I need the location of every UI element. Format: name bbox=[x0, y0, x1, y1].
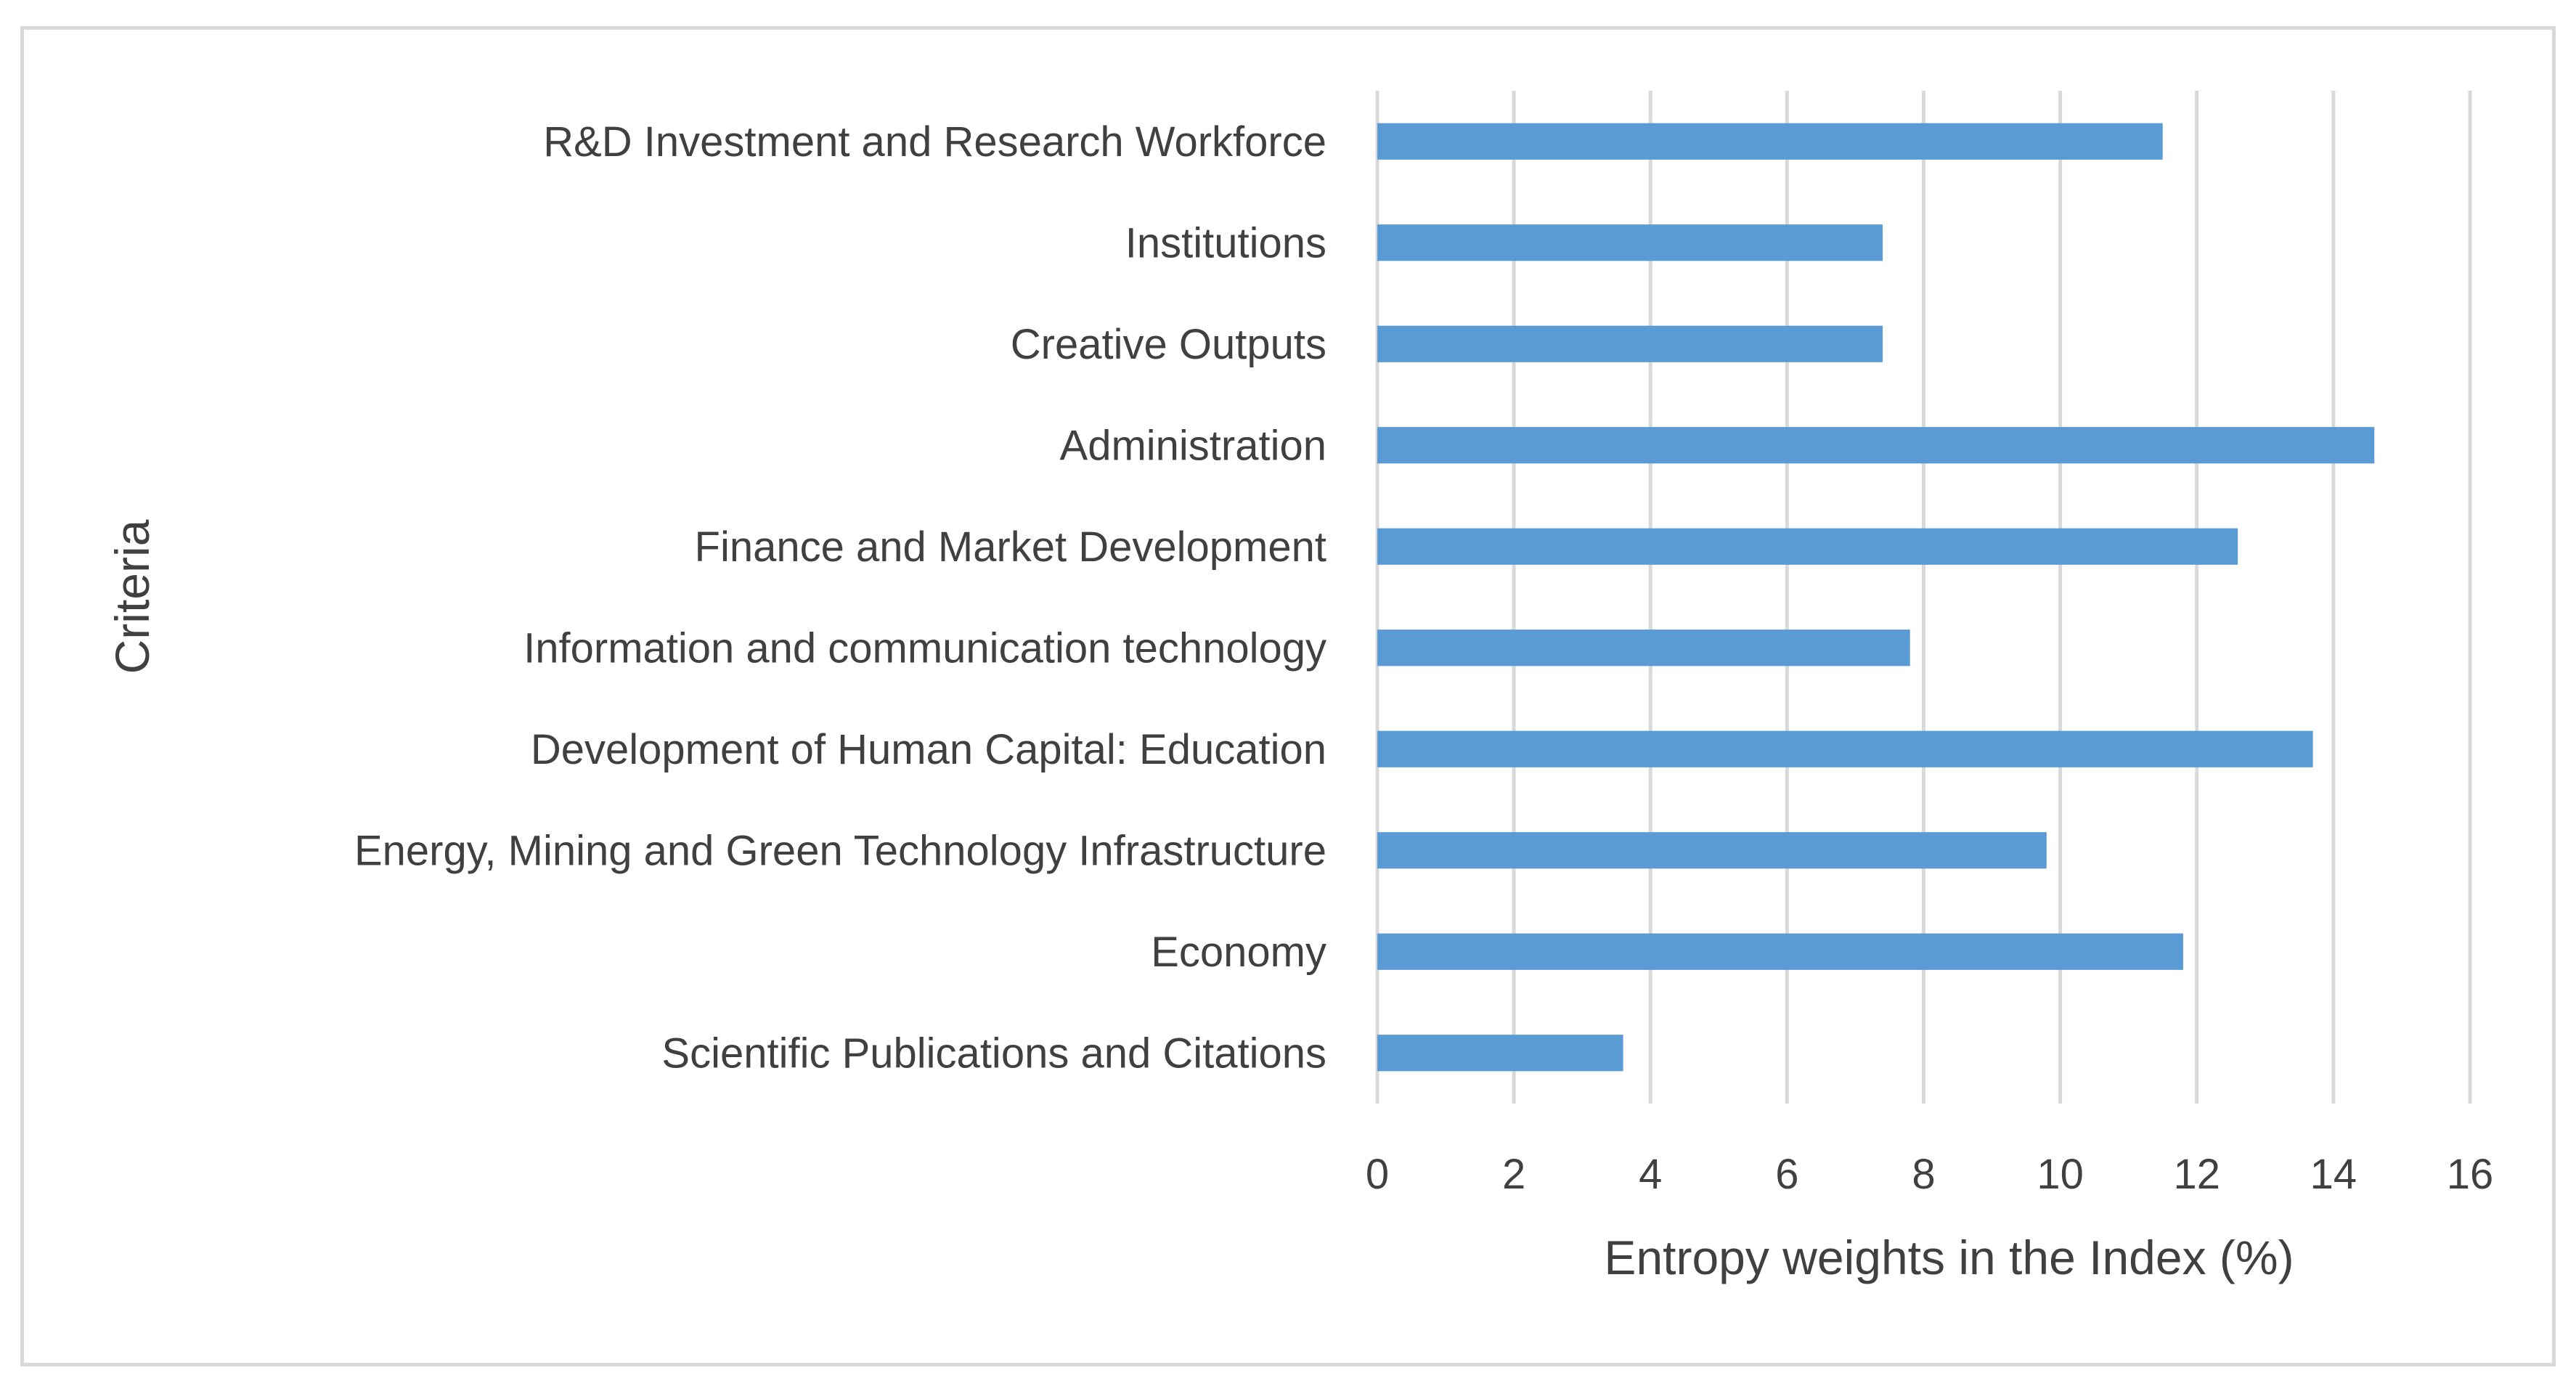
category-label: Scientific Publications and Citations bbox=[661, 1030, 1326, 1077]
x-tick-label: 0 bbox=[1366, 1151, 1389, 1198]
x-tick-label: 6 bbox=[1775, 1151, 1798, 1198]
bar bbox=[1377, 427, 2375, 464]
bar bbox=[1377, 832, 2047, 869]
bar bbox=[1377, 933, 2183, 970]
x-tick-label: 12 bbox=[2173, 1151, 2220, 1198]
y-axis-title: Criteria bbox=[105, 519, 159, 674]
x-tick-labels: 0 2 4 6 8 10 12 14 16 bbox=[1366, 1151, 2493, 1198]
x-tick-label: 2 bbox=[1502, 1151, 1525, 1198]
bar bbox=[1377, 629, 1910, 666]
bar bbox=[1377, 325, 1883, 362]
category-label: Information and communication technology bbox=[523, 624, 1326, 672]
category-label: Creative Outputs bbox=[1011, 321, 1326, 368]
x-tick-label: 8 bbox=[1912, 1151, 1935, 1198]
x-tick-label: 16 bbox=[2447, 1151, 2494, 1198]
chart-frame bbox=[20, 26, 2556, 1366]
category-label: Energy, Mining and Green Technology Infr… bbox=[354, 827, 1326, 874]
category-label: Administration bbox=[1060, 422, 1326, 469]
bar bbox=[1377, 123, 2163, 160]
category-label: Development of Human Capital: Education bbox=[531, 726, 1326, 773]
bar bbox=[1377, 224, 1883, 261]
category-label: Finance and Market Development bbox=[695, 523, 1326, 571]
bar bbox=[1377, 730, 2313, 767]
x-tick-label: 10 bbox=[2037, 1151, 2084, 1198]
bar bbox=[1377, 528, 2238, 565]
x-tick-label: 4 bbox=[1639, 1151, 1662, 1198]
category-label: Economy bbox=[1151, 929, 1326, 976]
category-labels: R&D Investment and Research Workforce Ins… bbox=[354, 118, 1326, 1077]
x-tick-label: 14 bbox=[2310, 1151, 2357, 1198]
category-label: R&D Investment and Research Workforce bbox=[543, 118, 1326, 166]
bar bbox=[1377, 1035, 1623, 1072]
bars bbox=[1377, 123, 2375, 1072]
x-axis-title: Entropy weights in the Index (%) bbox=[1604, 1231, 2294, 1284]
category-label: Institutions bbox=[1125, 219, 1326, 266]
